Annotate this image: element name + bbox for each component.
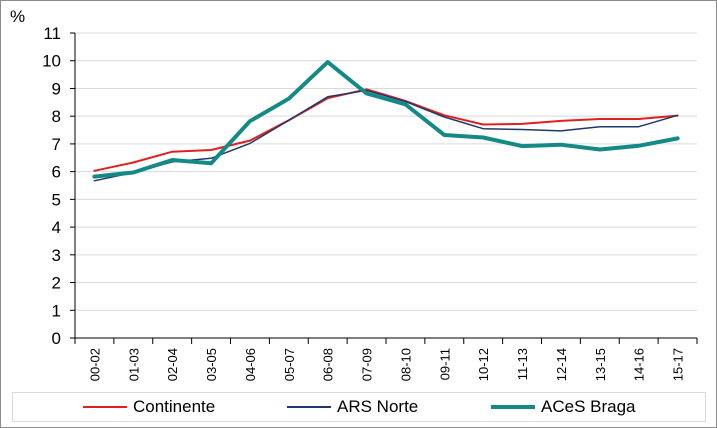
- gridlines: [75, 32, 697, 311]
- y-tick-label: 3: [52, 246, 61, 265]
- y-unit-label: %: [10, 7, 25, 26]
- y-tick-label: 6: [52, 163, 61, 182]
- series-line-aces-braga: [92, 60, 680, 179]
- y-axis-tick-labels: 0 1 2 3 4 5 6 7 8 9 10 11: [42, 24, 61, 348]
- x-axis-tick-labels: 00-02 01-03 02-04 03-05 04-06 05-07 06-08 07-09…: [87, 348, 685, 381]
- series-lines: [92, 60, 680, 182]
- legend-swatch-continente: [83, 406, 127, 408]
- x-tick-label: 15-17: [671, 348, 686, 381]
- legend-swatch-ars-norte: [287, 406, 331, 408]
- x-tick-label: 06-08: [321, 348, 336, 381]
- x-tick-label: 14-16: [632, 348, 647, 381]
- legend-swatch-aces-braga: [491, 405, 535, 409]
- y-tick-label: 10: [42, 52, 61, 71]
- legend-item-continente: Continente: [83, 393, 215, 421]
- y-tick-label: 11: [43, 24, 61, 43]
- y-tick-label: 4: [52, 218, 61, 237]
- y-tick-label: 0: [52, 329, 61, 348]
- axes: [70, 32, 698, 344]
- y-tick-label: 7: [52, 135, 61, 154]
- legend-label-continente: Continente: [133, 397, 216, 416]
- x-tick-label: 00-02: [87, 348, 102, 381]
- legend-label-aces-braga: ACeS Braga: [541, 397, 636, 416]
- y-tick-label: 9: [52, 79, 61, 98]
- x-tick-label: 09-11: [437, 348, 452, 380]
- x-tick-label: 05-07: [282, 348, 297, 381]
- legend: Continente ARS Norte ACeS Braga: [12, 392, 706, 422]
- x-tick-label: 08-10: [398, 348, 413, 381]
- y-tick-label: 8: [52, 107, 61, 126]
- legend-item-aces-braga: ACeS Braga: [491, 393, 636, 421]
- y-tick-label: 1: [52, 301, 61, 320]
- x-tick-label: 02-04: [165, 348, 180, 381]
- x-tick-label: 01-03: [126, 348, 141, 381]
- x-tick-label: 04-06: [243, 348, 258, 381]
- x-tick-label: 11-13: [515, 348, 530, 380]
- x-tick-label: 13-15: [593, 348, 608, 381]
- x-tick-label: 07-09: [360, 348, 375, 381]
- y-tick-label: 5: [52, 190, 61, 209]
- legend-label-ars-norte: ARS Norte: [337, 397, 419, 416]
- series-line-continente: [93, 88, 679, 172]
- x-tick-label: 10-12: [476, 348, 491, 381]
- legend-item-ars-norte: ARS Norte: [287, 393, 418, 421]
- x-tick-label: 03-05: [204, 348, 219, 381]
- series-line-ars-norte: [93, 89, 679, 182]
- x-tick-label: 12-14: [554, 348, 569, 381]
- y-tick-label: 2: [52, 274, 61, 293]
